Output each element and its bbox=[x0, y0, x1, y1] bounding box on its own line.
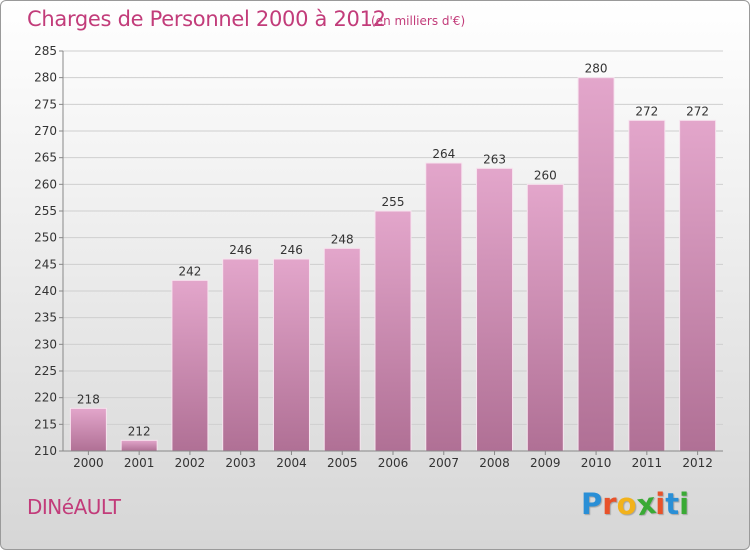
bar-value-label: 218 bbox=[77, 392, 100, 406]
y-tick-label: 285 bbox=[34, 44, 57, 58]
bar bbox=[374, 210, 412, 452]
y-tick-label: 275 bbox=[34, 97, 57, 111]
y-tick-label: 270 bbox=[34, 124, 57, 138]
bar bbox=[679, 119, 717, 452]
bar bbox=[628, 119, 666, 452]
y-tick-label: 230 bbox=[34, 337, 57, 351]
chart-title: Charges de Personnel 2000 à 2012 bbox=[27, 7, 386, 31]
proxiti-logo: Proxiti bbox=[581, 485, 690, 523]
bar-value-label: 246 bbox=[229, 243, 252, 257]
bar-value-label: 280 bbox=[585, 62, 608, 76]
bar bbox=[120, 439, 158, 452]
y-tick-label: 220 bbox=[34, 391, 57, 405]
logo-letter: P bbox=[581, 487, 603, 521]
bar-value-label: 263 bbox=[483, 152, 506, 166]
axes: 210 215 220 225 230 235 240 245 250 255 260 265 270 2… bbox=[34, 44, 723, 470]
logo-letter: i bbox=[655, 487, 666, 521]
bar bbox=[323, 247, 361, 452]
place-name: DINéAULT bbox=[27, 495, 121, 519]
bar bbox=[577, 77, 615, 452]
bar-value-label: 242 bbox=[178, 264, 201, 278]
logo-letter: r bbox=[602, 487, 617, 521]
y-tick-label: 245 bbox=[34, 257, 57, 271]
bar-value-label: 264 bbox=[432, 147, 455, 161]
y-tick-label: 215 bbox=[34, 417, 57, 431]
bar bbox=[171, 279, 209, 452]
y-tick-label: 210 bbox=[34, 444, 57, 458]
bar bbox=[476, 167, 514, 452]
bar bbox=[425, 162, 463, 452]
x-tick-label: 2002 bbox=[175, 456, 206, 470]
data-labels: 218 212 242 246 246 248 255 264 263 260 280 272 272 bbox=[77, 62, 709, 439]
logo-letter: t bbox=[665, 487, 680, 521]
y-tick-label: 265 bbox=[34, 151, 57, 165]
bar-value-label: 246 bbox=[280, 243, 303, 257]
bar-value-label: 212 bbox=[128, 424, 151, 438]
y-tick-label: 225 bbox=[34, 364, 57, 378]
chart-subtitle: (en milliers d'€) bbox=[371, 14, 466, 28]
x-tick-label: 2010 bbox=[581, 456, 612, 470]
x-tick-label: 2006 bbox=[378, 456, 409, 470]
bar-value-label: 272 bbox=[635, 104, 658, 118]
y-tick-label: 280 bbox=[34, 71, 57, 85]
bar bbox=[222, 258, 260, 452]
x-tick-label: 2000 bbox=[73, 456, 104, 470]
bar-value-label: 260 bbox=[534, 168, 557, 182]
y-tick-label: 255 bbox=[34, 204, 57, 218]
x-tick-label: 2009 bbox=[530, 456, 561, 470]
logo-letter: i bbox=[679, 487, 690, 521]
y-tick-label: 260 bbox=[34, 177, 57, 191]
y-tick-label: 240 bbox=[34, 284, 57, 298]
y-tick-label: 235 bbox=[34, 311, 57, 325]
x-tick-label: 2001 bbox=[124, 456, 155, 470]
x-tick-label: 2003 bbox=[225, 456, 256, 470]
x-tick-label: 2004 bbox=[276, 456, 307, 470]
logo-letter: x bbox=[634, 485, 658, 523]
bar bbox=[272, 258, 310, 452]
bar bbox=[69, 407, 107, 452]
bar-value-label: 248 bbox=[331, 232, 354, 246]
x-tick-label: 2012 bbox=[682, 456, 713, 470]
bar bbox=[526, 183, 564, 452]
y-tick-label: 250 bbox=[34, 231, 57, 245]
bar-value-label: 255 bbox=[382, 195, 405, 209]
logo-letter: o bbox=[616, 487, 637, 521]
x-tick-label: 2005 bbox=[327, 456, 358, 470]
x-tick-label: 2007 bbox=[428, 456, 459, 470]
x-tick-label: 2008 bbox=[479, 456, 510, 470]
x-tick-label: 2011 bbox=[632, 456, 663, 470]
bar-value-label: 272 bbox=[686, 104, 709, 118]
bars bbox=[69, 77, 717, 452]
